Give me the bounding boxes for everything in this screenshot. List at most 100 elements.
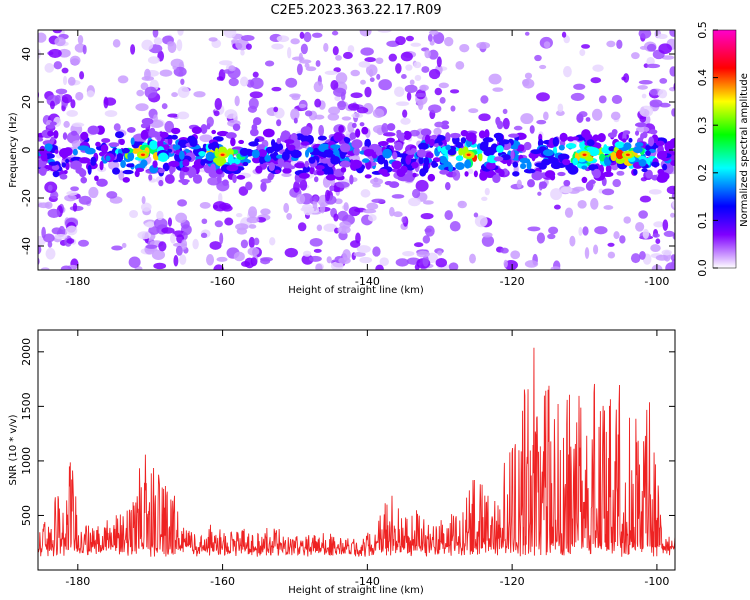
spectrogram-band-blob [315, 165, 325, 170]
spectrogram-band-blob [581, 176, 588, 184]
spectrogram-band-blob [493, 156, 504, 162]
spectrogram-band-blob [572, 157, 579, 166]
spectrogram-noise-blob [253, 237, 260, 246]
spectrogram-band-blob [499, 169, 505, 178]
spectrogram-band-blob [641, 168, 648, 173]
spectrogram-band-blob [120, 160, 127, 169]
spectrogram-band-blob [377, 154, 386, 165]
colorbar-gradient [712, 29, 737, 269]
spectrogram-noise-blob [299, 59, 312, 64]
spectrogram-band-blob [460, 137, 467, 144]
bottom-y-axis-label: SNR (10 * v/v) [8, 414, 19, 485]
spectrogram-noise-blob [177, 199, 188, 207]
spectrogram-noise-blob [164, 174, 175, 184]
spectrogram-band-blob [635, 142, 644, 147]
spectrogram-band-blob [90, 156, 97, 166]
spectrogram-noise-blob [570, 92, 585, 101]
spectrogram-noise-blob [671, 108, 675, 117]
spectrogram-noise-blob [389, 206, 395, 217]
spectrogram-noise-blob [248, 206, 258, 219]
spectrogram-noise-blob [61, 67, 69, 74]
spectrogram-noise-blob [395, 35, 406, 46]
spectrogram-band-blob [61, 162, 67, 168]
spectrogram-band-blob [464, 159, 472, 169]
spectrogram-noise-blob [248, 97, 259, 110]
spectrogram-noise-blob [433, 32, 445, 44]
spectrogram-noise-blob [372, 183, 381, 188]
spectrogram-noise-blob [347, 103, 360, 111]
spectrogram-band-blob [436, 135, 446, 141]
spectrogram-noise-blob [415, 93, 427, 98]
bottom-x-tick-label: -120 [500, 575, 525, 588]
spectrogram-noise-blob [428, 30, 439, 35]
spectrogram-noise-blob [657, 89, 668, 99]
spectrogram-band-blob [63, 169, 68, 175]
spectrogram-band-blob [585, 117, 591, 122]
spectrogram-noise-blob [300, 206, 315, 212]
spectrogram-noise-blob [428, 68, 441, 80]
spectrogram-band-blob [87, 125, 100, 135]
spectrogram-band-blob [420, 128, 432, 137]
spectrogram-noise-blob [167, 217, 172, 227]
spectrogram-noise-blob [355, 112, 360, 118]
spectrogram-noise-blob [502, 108, 508, 115]
spectrogram-noise-blob [206, 254, 215, 266]
spectrogram-band-blob [276, 137, 282, 145]
spectrogram-noise-blob [635, 221, 645, 232]
spectrogram-noise-blob [156, 210, 164, 221]
spectrogram-band-blob [438, 141, 443, 146]
spectrogram-noise-blob [527, 226, 541, 232]
spectrogram-band-blob [622, 138, 627, 143]
spectrogram-band-blob [245, 181, 253, 191]
spectrogram-noise-blob [560, 186, 573, 194]
spectrogram-peak-center [220, 153, 225, 156]
spectrogram-band-blob [581, 129, 591, 139]
spectrogram-noise-blob [550, 266, 561, 270]
spectrogram-noise-blob [677, 76, 682, 88]
spectrogram-band-blob [211, 129, 217, 135]
spectrogram-noise-blob [500, 247, 509, 254]
spectrogram-band-blob [225, 132, 237, 139]
spectrogram-band-blob [126, 163, 135, 168]
spectrogram-noise-blob [299, 179, 308, 191]
snr-line [38, 347, 675, 557]
spectrogram-band-blob [478, 153, 483, 162]
spectrogram-peak-center [140, 153, 145, 156]
spectrogram-band-blob [100, 144, 109, 153]
spectrogram-noise-blob [153, 262, 167, 270]
spectrogram-noise-blob [312, 199, 318, 212]
spectrogram-noise-blob [161, 227, 175, 234]
spectrogram-noise-blob [676, 106, 688, 111]
spectrogram-noise-blob [550, 188, 563, 201]
spectrogram-noise-blob [213, 110, 220, 117]
spectrogram-noise-blob [408, 197, 421, 207]
spectrogram-band-blob [351, 122, 357, 128]
spectrogram-band-blob [179, 159, 184, 169]
spectrogram-band-blob [669, 139, 675, 147]
spectrogram-band-blob [182, 159, 190, 167]
spectrogram-noise-blob [434, 87, 443, 96]
spectrogram-band-blob [52, 170, 60, 178]
spectrogram-noise-blob [371, 198, 386, 203]
spectrogram-band-blob [349, 132, 357, 140]
spectrogram-noise-blob [66, 109, 78, 117]
spectrogram-noise-blob [616, 170, 625, 176]
spectrogram-noise-blob [536, 92, 550, 102]
spectrogram-noise-blob [61, 93, 73, 104]
spectrogram-noise-blob [173, 255, 179, 267]
spectrogram-noise-blob [675, 149, 681, 155]
spectrogram-noise-blob [468, 108, 479, 114]
spectrogram-band-blob [383, 159, 389, 170]
spectrogram-band-blob [523, 168, 536, 174]
spectrogram-band-blob [158, 152, 169, 162]
spectrogram-noise-blob [337, 100, 347, 111]
spectrogram-noise-blob [364, 57, 377, 63]
spectrogram-noise-blob [439, 96, 446, 104]
spectrogram-noise-blob [394, 86, 405, 98]
spectrogram-band-blob [363, 149, 374, 157]
spectrogram-band-blob [431, 162, 439, 168]
spectrogram-band-blob [670, 160, 675, 166]
spectrogram-noise-blob [623, 73, 630, 83]
top-x-tick-label: -120 [500, 275, 525, 288]
spectrogram-band-blob [437, 145, 442, 152]
